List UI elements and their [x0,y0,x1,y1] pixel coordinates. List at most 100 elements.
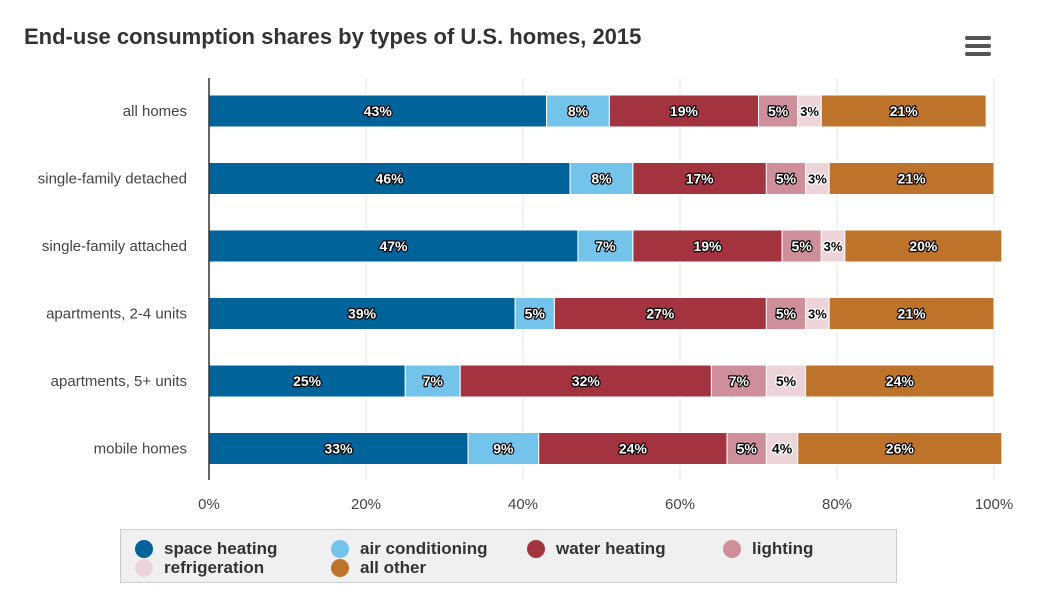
legend-item[interactable]: water heating [527,539,666,559]
legend-item[interactable]: space heating [135,539,277,559]
data-label: 21% [898,306,927,322]
menu-line [965,44,991,48]
x-tick-label: 40% [508,496,538,513]
bar-segment [404,364,461,398]
bar-segment [546,94,610,128]
bar-segment [553,297,767,330]
legend-item[interactable]: lighting [723,539,813,559]
bars [208,94,1003,465]
hamburger-menu-icon[interactable] [958,31,998,61]
data-label: 5% [792,238,813,254]
bar-segment [569,162,634,195]
bar-segment [208,297,516,330]
data-label: 8% [568,103,589,119]
data-label: 3% [808,307,827,322]
data-label: 19% [693,238,722,254]
category-label: single-family detached [38,171,187,188]
bar-segment [467,432,540,465]
data-label: 5% [737,441,758,457]
bar-segment [538,432,728,465]
grid-lines [365,78,995,480]
legend-label: lighting [752,539,814,558]
legend-marker [723,540,741,558]
legend-label: refrigeration [164,558,265,577]
category-label: apartments, 5+ units [51,373,187,390]
bar-segment [805,364,995,398]
category-label: single-family attached [42,238,187,255]
bar-segment [208,364,406,398]
legend-marker [527,540,545,558]
category-label: apartments, 2-4 units [46,306,187,323]
x-tick-label: 80% [822,496,852,513]
data-label: 27% [646,306,675,322]
data-label: 7% [423,373,444,389]
bar-segment [765,297,807,330]
bar-segment [577,229,634,263]
category-labels: all homes single-family detached single-fa… [38,103,187,458]
data-label: 7% [729,373,750,389]
data-labels: 43% 8% 19% 5% 3% 21% 46% 8% 17% 5% 3% 21% 47% 7% 19% 5%… [292,102,939,458]
data-label: 26% [886,441,915,457]
bar-segment [758,94,799,128]
category-label: all homes [123,103,187,120]
bar-segment [514,297,555,330]
legend: space heating air conditioning water heati… [120,529,897,583]
legend-item[interactable]: all other [331,558,426,578]
data-label: 5% [776,373,797,389]
legend-item[interactable]: refrigeration [135,558,264,578]
data-label: 46% [376,171,405,187]
data-label: 9% [493,441,514,457]
x-tick-label: 20% [351,496,381,513]
data-label: 3% [824,239,843,254]
data-label: 7% [595,238,616,254]
menu-line [965,52,991,56]
bar-segment [459,364,712,398]
data-label: 5% [776,171,797,187]
x-tick-label: 100% [975,496,1013,513]
legend-marker [331,559,349,577]
category-label: mobile homes [94,441,187,458]
data-label: 8% [591,171,612,187]
bar-segment [208,162,571,195]
bar-segment [726,432,767,465]
legend-item[interactable]: air conditioning [331,539,488,559]
legend-label: all other [360,558,427,577]
data-label: 5% [776,306,797,322]
legend-label: space heating [164,539,278,558]
menu-line [965,36,991,40]
legend-label: air conditioning [360,539,488,558]
bar-segment [208,229,579,263]
data-label: 24% [619,441,648,457]
bar-segment [844,229,1003,263]
bar-segment [828,162,995,195]
legend-marker [331,540,349,558]
legend-marker [135,540,153,558]
data-label: 24% [886,373,915,389]
legend-marker [135,559,153,577]
stacked-bar-chart: all homes single-family detached single-fa… [38,78,1013,513]
x-tick-labels: 0% 20% 40% 60% 80% 100% [198,496,1013,513]
data-label: 21% [890,103,919,119]
data-label: 17% [686,171,715,187]
bar-segment [828,297,995,330]
data-label: 5% [768,103,789,119]
data-label: 21% [898,171,927,187]
bar-segment [632,229,783,263]
data-label: 32% [572,373,601,389]
data-label: 39% [348,306,377,322]
data-label: 19% [670,103,699,119]
data-label: 4% [772,441,793,457]
data-label: 43% [364,103,393,119]
bar-segment [710,364,767,398]
data-label: 5% [525,306,546,322]
bar-segment [820,94,987,128]
bar-segment [797,432,1003,465]
bar-segment [781,229,822,263]
data-label: 3% [800,104,819,119]
bar-segment [208,432,469,465]
data-label: 3% [808,172,827,187]
legend-label: water heating [556,539,666,558]
x-tick-label: 60% [665,496,695,513]
data-label: 25% [293,373,322,389]
chart-title: End-use consumption shares by types of U… [24,24,642,49]
